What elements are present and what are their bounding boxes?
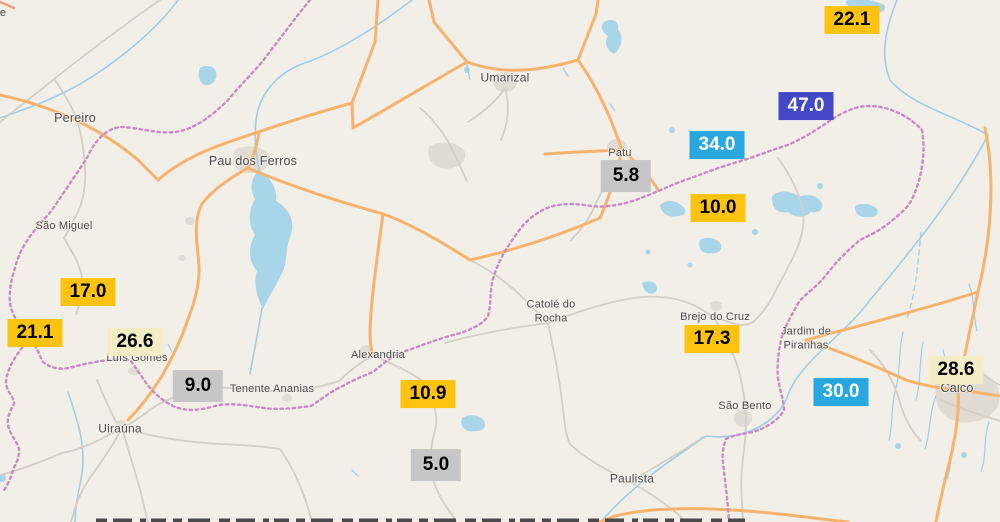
boundary-layer	[1, 0, 925, 522]
caico-streams	[167, 61, 990, 480]
water-layer	[0, 0, 967, 482]
